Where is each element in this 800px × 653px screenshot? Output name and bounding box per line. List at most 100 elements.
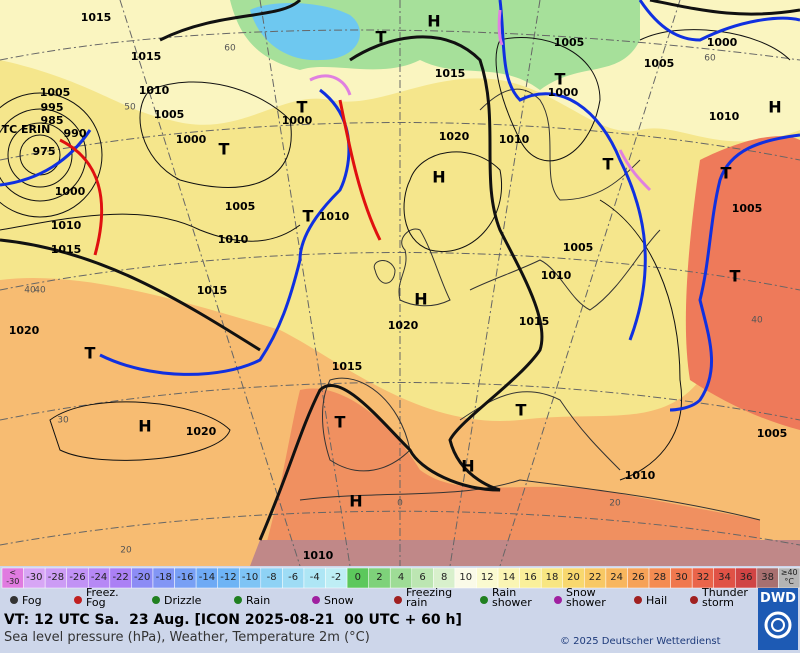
scale-label: -6 — [288, 572, 298, 583]
scale-label: 34 — [718, 572, 731, 583]
isobar-label: 1010 — [139, 84, 170, 97]
symbol-icon — [554, 596, 562, 604]
symbol-label: Hail — [646, 594, 667, 607]
graticule-label: 30 — [57, 416, 69, 426]
scale-label: 6 — [419, 572, 425, 583]
isobar-label: 1015 — [519, 315, 550, 328]
isobar-label: 1000 — [707, 36, 738, 49]
pressure-center: H — [432, 168, 445, 187]
scale-label: -14 — [199, 572, 215, 583]
pressure-center: T — [335, 413, 346, 432]
pressure-center: H — [414, 290, 427, 309]
sahara — [250, 540, 800, 566]
graticule-label: 0 — [397, 499, 403, 509]
isobar-label: TC ERIN — [2, 123, 51, 136]
isobar-label: 1005 — [757, 427, 788, 440]
scale-label: 12 — [481, 572, 494, 583]
symbol-icon — [480, 596, 488, 604]
scale-label: -2 — [331, 572, 341, 583]
symbol-icon — [312, 596, 320, 604]
scale-label: 0 — [355, 572, 361, 583]
graticule-label: 60 — [224, 44, 236, 54]
pressure-center: H — [427, 12, 440, 31]
symbol-icon — [634, 596, 642, 604]
isobar-label: 1000 — [548, 86, 579, 99]
cold-zone — [250, 3, 360, 61]
pressure-center: H — [349, 492, 362, 511]
isobar-label: 1010 — [499, 133, 530, 146]
isobar-label: 975 — [33, 145, 56, 158]
graticule-label: 50 — [124, 103, 136, 113]
isobar-label: 1005 — [563, 241, 594, 254]
scale-label: 18 — [546, 572, 559, 583]
pressure-center: T — [721, 164, 732, 183]
scale-label: -30 — [26, 572, 42, 583]
isobar-label: 1010 — [303, 549, 334, 562]
symbol-label: Snow shower — [566, 586, 606, 609]
isobar-label: 1010 — [625, 469, 656, 482]
isobar-label: 985 — [41, 114, 64, 127]
scale-label: 14 — [502, 572, 515, 583]
symbol-icon — [394, 596, 402, 604]
isobar-label: 1010 — [709, 110, 740, 123]
isobar-label: 1010 — [319, 210, 350, 223]
isobar-label: 1005 — [40, 86, 71, 99]
scale-label: 4 — [398, 572, 404, 583]
pressure-center: T — [85, 344, 96, 363]
scale-label: -22 — [112, 572, 128, 583]
scale-label: 8 — [441, 572, 447, 583]
pressure-center: T — [516, 401, 527, 420]
scale-label: -26 — [69, 572, 85, 583]
scale-label: 38 — [761, 572, 774, 583]
symbol-label: Rain — [246, 594, 270, 607]
scale-label: -16 — [177, 572, 193, 583]
scale-label: -28 — [48, 572, 64, 583]
logo: DWD — [758, 588, 798, 650]
symbol-icon — [152, 596, 160, 604]
isobar-label: 1005 — [732, 202, 763, 215]
scale-label: 10 — [459, 572, 472, 583]
pressure-center: H — [138, 417, 151, 436]
logo-text: DWD — [760, 591, 796, 606]
symbol-label: Rain shower — [492, 586, 532, 609]
symbol-label: Freezing rain — [406, 586, 452, 609]
logo-swirl — [764, 611, 792, 639]
scale-label: 36 — [740, 572, 753, 583]
scale-label: -24 — [91, 572, 107, 583]
scale-label: -4 — [310, 572, 320, 583]
fronts — [0, 0, 800, 412]
symbol-icon — [690, 596, 698, 604]
symbol-icon — [10, 596, 18, 604]
isobar-label: 1015 — [51, 243, 82, 256]
thick-isobars — [0, 0, 800, 541]
isobar-label: 1020 — [9, 324, 40, 337]
isobar-label: 1010 — [541, 269, 572, 282]
pressure-center: T — [219, 140, 230, 159]
scale-label: 16 — [524, 572, 537, 583]
graticule-label: 40 — [34, 286, 46, 296]
pressure-center: H — [768, 98, 781, 117]
symbol-icon — [234, 596, 242, 604]
scale-label: 24 — [610, 572, 623, 583]
graticule-label: 20 — [120, 546, 132, 556]
isobar-label: 995 — [41, 101, 64, 114]
isobar-label: 990 — [64, 127, 87, 140]
isobar-label: 1005 — [644, 57, 675, 70]
pressure-center: T — [555, 70, 566, 89]
symbol-label: Drizzle — [164, 594, 202, 607]
graticule-label: 60 — [704, 54, 716, 64]
symbol-label: Fog — [22, 594, 42, 607]
pressure-center: T — [376, 28, 387, 47]
scale-label: 22 — [589, 572, 602, 583]
valid-time: VT: 12 UTC Sa. 23 Aug. [ICON 2025-08-21 … — [4, 612, 462, 628]
scale-label: -8 — [267, 572, 277, 583]
isobar-label: 1015 — [131, 50, 162, 63]
scale-label: ≥40 °C — [781, 568, 798, 586]
description: Sea level pressure (hPa), Weather, Tempe… — [4, 630, 370, 645]
isobar-label: 1005 — [554, 36, 585, 49]
pressure-center: T — [603, 155, 614, 174]
isobar-label: 1005 — [225, 200, 256, 213]
